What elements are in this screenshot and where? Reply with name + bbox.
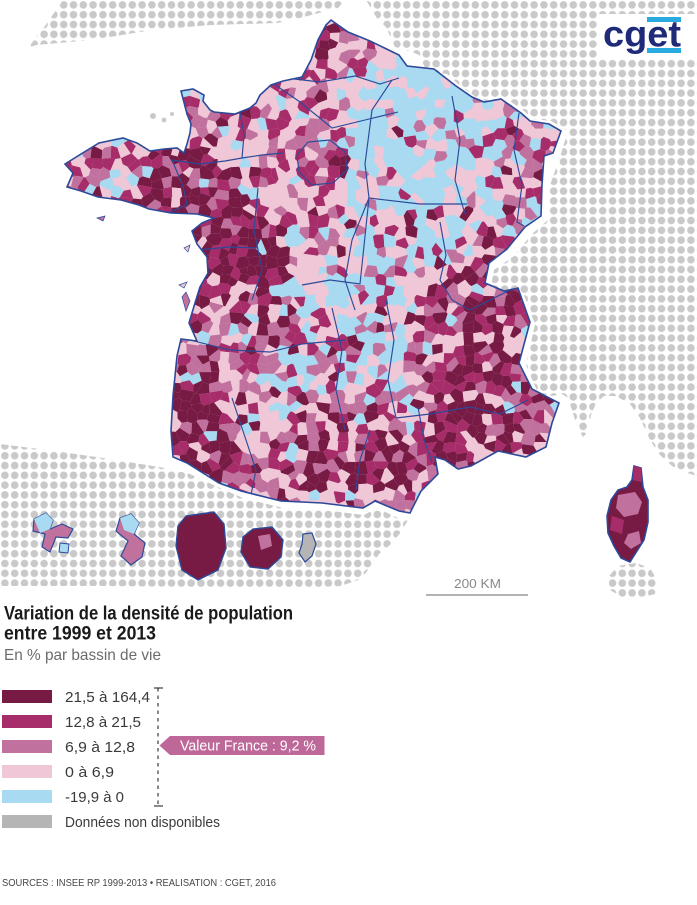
svg-text:SOURCES : INSEE RP 1999-2013 •: SOURCES : INSEE RP 1999-2013 • REALISATI… [2,878,276,889]
svg-text:Variation de la densité de pop: Variation de la densité de population [4,604,293,625]
svg-text:0 à 6,9: 0 à 6,9 [65,764,114,781]
svg-text:En % par bassin de vie: En % par bassin de vie [4,647,161,664]
svg-text:21,5 à 164,4: 21,5 à 164,4 [65,689,150,706]
svg-text:12,8 à 21,5: 12,8 à 21,5 [65,714,141,731]
svg-text:entre 1999 et 2013: entre 1999 et 2013 [4,624,156,645]
svg-text:Valeur France : 9,2 %: Valeur France : 9,2 % [180,739,316,755]
svg-text:200 KM: 200 KM [454,576,501,591]
svg-text:Données non disponibles: Données non disponibles [65,814,220,831]
svg-text:cget: cget [603,14,681,55]
svg-text:6,9 à 12,8: 6,9 à 12,8 [65,739,135,756]
svg-text:-19,9 à 0: -19,9 à 0 [65,789,124,806]
